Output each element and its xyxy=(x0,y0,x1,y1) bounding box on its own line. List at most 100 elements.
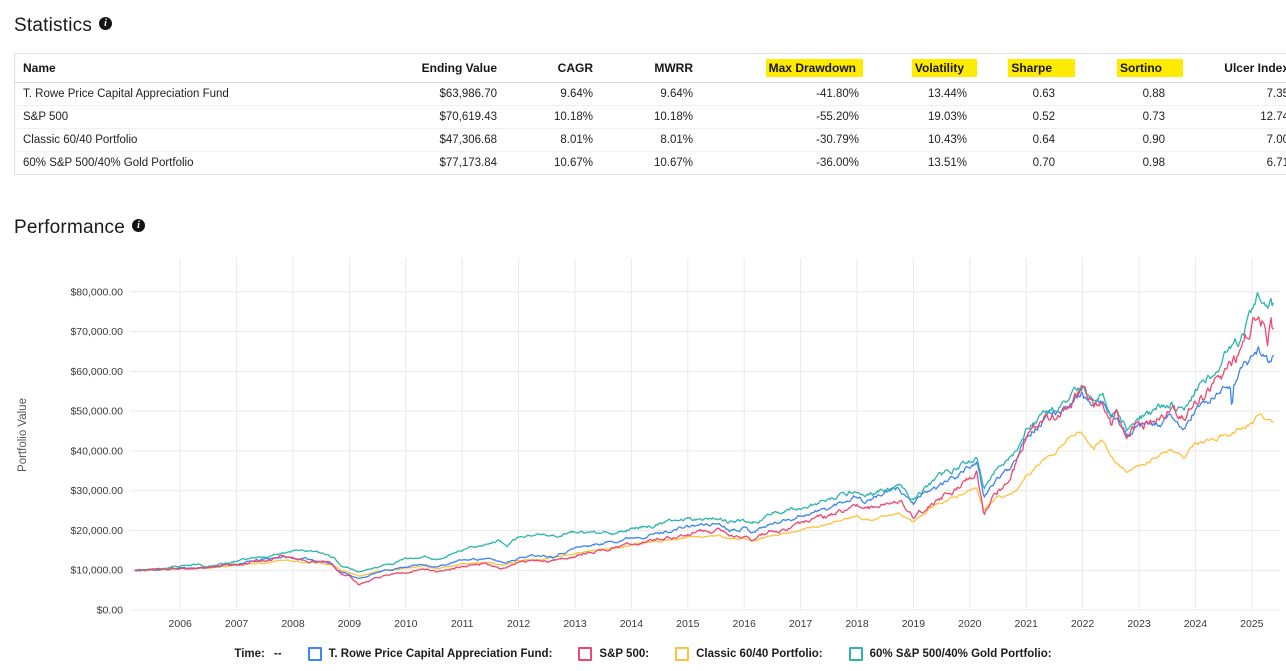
legend-swatch-icon xyxy=(307,647,322,661)
legend-time: Time: -- xyxy=(234,648,281,660)
y-axis-title: Portfolio Value xyxy=(17,398,29,472)
legend-item-sp500[interactable]: S&P 500: xyxy=(578,647,649,661)
cell-volatility: 13.51% xyxy=(867,151,975,175)
x-tick-label: 2012 xyxy=(507,618,531,630)
performance-title: Performance xyxy=(14,217,125,238)
column-label: Ulcer Index xyxy=(1224,61,1286,75)
performance-chart[interactable]: 2006 2007 2008 2009 2010 2011 2012 2013 2014 2015… xyxy=(0,255,1286,640)
y-tick-label: $10,000.00 xyxy=(70,565,123,577)
legend-swatch-icon xyxy=(578,647,593,661)
statistics-title: Statistics xyxy=(14,15,93,36)
performance-section: Performance 2006 2007 2008 2009 2010 2011 2012… xyxy=(0,217,1286,661)
x-tick-label: 2023 xyxy=(1127,618,1151,630)
series-line-sp500 xyxy=(134,316,1274,586)
cell-volatility: 10.43% xyxy=(867,128,975,152)
table-row: S&P 500 $70,619.43 10.18% 10.18% -55.20% 19.0… xyxy=(14,105,1286,129)
x-tick-label: 2022 xyxy=(1071,618,1095,630)
x-tick-label: 2025 xyxy=(1240,618,1264,630)
x-tick-label: 2017 xyxy=(789,618,813,630)
cell-cagr: 10.18% xyxy=(505,105,601,129)
x-tick-label: 2014 xyxy=(620,618,644,630)
y-tick-label: $0.00 xyxy=(97,605,123,617)
chart-legend: Time: -- T. Rowe Price Capital Appreciati… xyxy=(0,647,1286,661)
column-label: CAGR xyxy=(557,61,593,75)
info-icon[interactable] xyxy=(99,16,113,30)
column-header-ulcer_index: Ulcer Index xyxy=(1173,53,1286,83)
column-header-sortino: Sortino xyxy=(1063,53,1183,83)
cell-cagr: 9.64% xyxy=(560,88,593,100)
x-tick-label: 2018 xyxy=(845,618,869,630)
series-line-gold xyxy=(134,292,1274,573)
cell-cagr: 10.67% xyxy=(505,151,601,175)
cell-sortino: 0.88 xyxy=(1142,88,1165,100)
cell-ulcer_index: 6.71 xyxy=(1173,151,1286,175)
cell-name: 60% S&P 500/40% Gold Portfolio xyxy=(14,151,361,175)
cell-volatility: 13.44% xyxy=(927,88,967,100)
cell-ulcer_index: 12.74 xyxy=(1173,105,1286,129)
column-header-name: Name xyxy=(14,53,361,83)
x-tick-label: 2009 xyxy=(338,618,362,630)
y-tick-label: $50,000.00 xyxy=(70,406,123,418)
cell-sortino: 0.73 xyxy=(1063,105,1173,129)
table-row: T. Rowe Price Capital Appreciation Fund $… xyxy=(15,83,1286,106)
cell-max_drawdown: -30.79% xyxy=(701,128,867,152)
cell-sharpe: 0.64 xyxy=(975,128,1063,152)
column-label: Ending Value xyxy=(421,61,497,75)
cell-sortino: 0.90 xyxy=(1063,128,1173,152)
cell-ulcer_index: 7.00 xyxy=(1173,128,1286,152)
cell-volatility: 19.03% xyxy=(867,105,975,129)
legend-label: S&P 500: xyxy=(599,648,650,660)
x-tick-label: 2006 xyxy=(169,618,193,630)
cell-mwrr: 8.01% xyxy=(601,128,701,152)
column-label: Name xyxy=(23,61,56,75)
info-icon[interactable] xyxy=(131,218,145,232)
cell-max_drawdown: -55.20% xyxy=(701,105,867,129)
y-tick-label: $30,000.00 xyxy=(70,485,123,497)
cell-sharpe: 0.70 xyxy=(975,151,1063,175)
y-tick-label: $20,000.00 xyxy=(70,525,123,537)
legend-label: Classic 60/40 Portfolio: xyxy=(696,648,823,660)
legend-item-trowe[interactable]: T. Rowe Price Capital Appreciation Fund: xyxy=(307,647,553,661)
legend-label: 60% S&P 500/40% Gold Portfolio: xyxy=(869,648,1052,660)
x-tick-label: 2007 xyxy=(225,618,249,630)
x-tick-label: 2013 xyxy=(563,618,587,630)
column-label: MWRR xyxy=(654,61,693,75)
table-row: 60% S&P 500/40% Gold Portfolio $77,173.84… xyxy=(14,151,1286,175)
column-header-volatility: Volatility xyxy=(867,53,977,83)
legend-item-classic[interactable]: Classic 60/40 Portfolio: xyxy=(675,647,823,661)
statistics-section: Statistics Name Ending Value CAGR MWRR Max D… xyxy=(0,0,1286,175)
x-tick-label: 2020 xyxy=(958,618,982,630)
cell-ending_value: $47,306.68 xyxy=(361,128,505,152)
statistics-table-head: Name Ending Value CAGR MWRR Max Drawdown Vola… xyxy=(14,53,1286,83)
column-header-ending_value: Ending Value xyxy=(361,53,505,83)
series-line-classic xyxy=(134,413,1274,577)
cell-ending_value: $63,986.70 xyxy=(439,88,497,100)
x-tick-label: 2010 xyxy=(394,618,418,630)
statistics-table: Name Ending Value CAGR MWRR Max Drawdown Vola… xyxy=(14,53,1286,175)
highlighted-column-label: Sharpe xyxy=(1008,59,1075,77)
y-tick-label: $70,000.00 xyxy=(70,326,123,338)
x-tick-label: 2015 xyxy=(676,618,700,630)
x-tick-label: 2021 xyxy=(1015,618,1039,630)
y-tick-label: $40,000.00 xyxy=(70,445,123,457)
legend-time-value: -- xyxy=(273,648,282,660)
statistics-header: Statistics xyxy=(14,15,1272,37)
cell-ulcer_index: 7.35 xyxy=(1266,88,1286,100)
cell-mwrr: 10.67% xyxy=(601,151,701,175)
legend-time-label: Time: xyxy=(234,648,265,660)
y-tick-label: $80,000.00 xyxy=(70,286,123,298)
series-line-trowe xyxy=(134,346,1274,579)
legend-item-gold[interactable]: 60% S&P 500/40% Gold Portfolio: xyxy=(848,647,1052,661)
y-tick-label: $60,000.00 xyxy=(70,366,123,378)
cell-cagr: 8.01% xyxy=(505,128,601,152)
legend-label: T. Rowe Price Capital Appreciation Fund: xyxy=(328,648,553,660)
x-tick-label: 2011 xyxy=(451,618,474,630)
table-row: Classic 60/40 Portfolio $47,306.68 8.01% 8.… xyxy=(14,128,1286,152)
column-header-sharpe: Sharpe xyxy=(975,53,1075,83)
cell-mwrr: 9.64% xyxy=(660,88,693,100)
legend-swatch-icon xyxy=(848,647,863,661)
x-tick-label: 2016 xyxy=(733,618,757,630)
highlighted-column-label: Max Drawdown xyxy=(765,59,863,77)
cell-sharpe: 0.63 xyxy=(1032,88,1055,100)
cell-max_drawdown: -36.00% xyxy=(701,151,867,175)
